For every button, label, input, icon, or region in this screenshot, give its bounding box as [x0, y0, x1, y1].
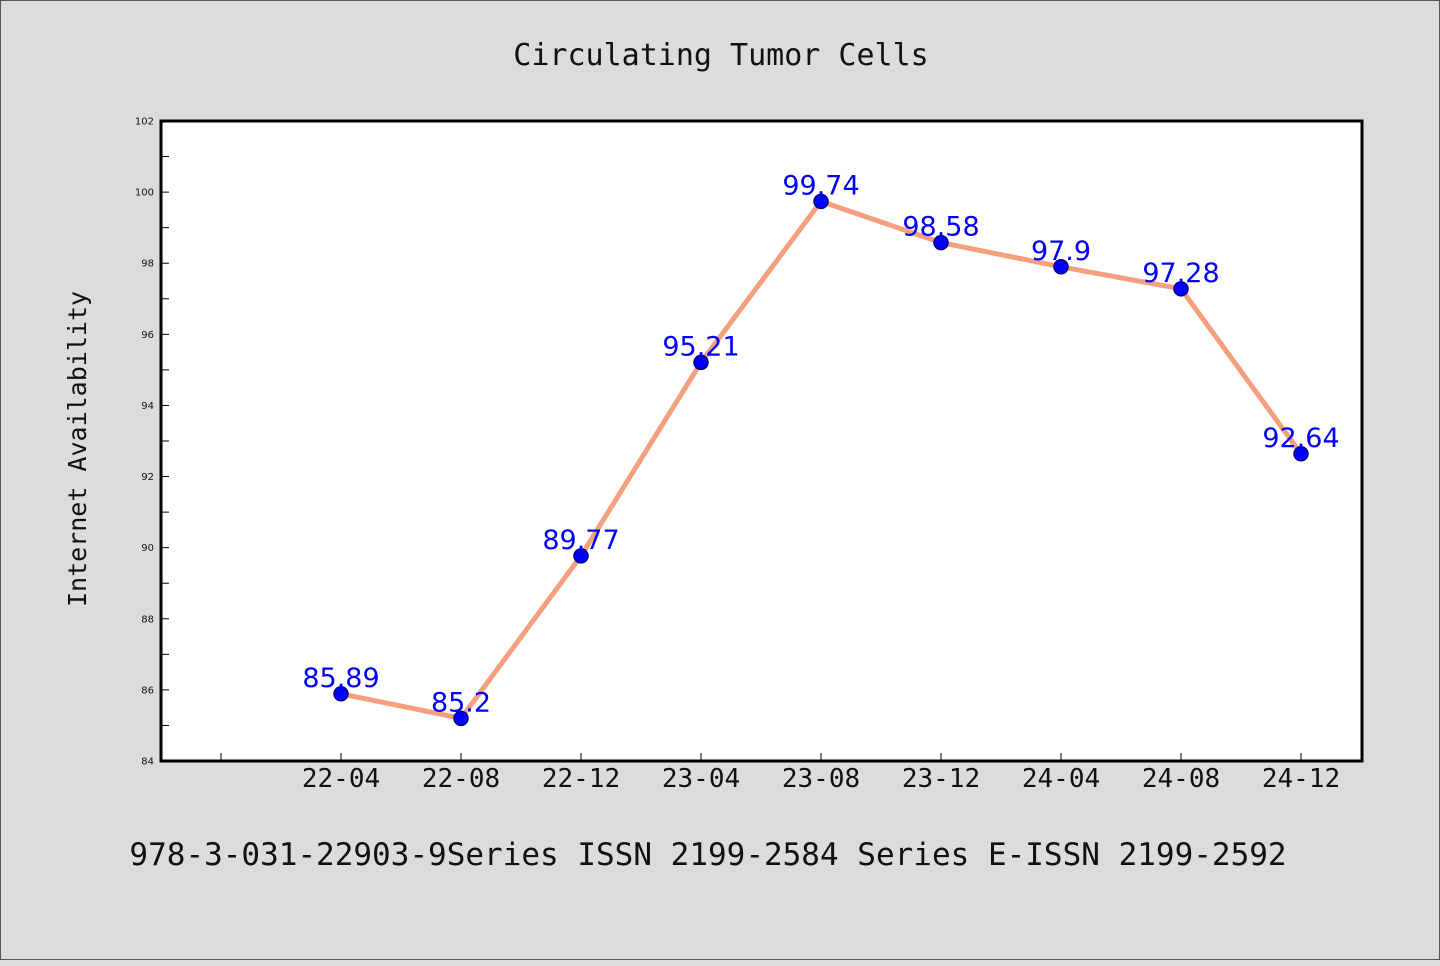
y-tick-label: 98 — [141, 259, 154, 270]
data-point — [813, 193, 829, 210]
y-axis-label: Internet Availability — [63, 291, 92, 607]
data-point — [933, 234, 949, 251]
data-label: 97.28 — [1142, 258, 1219, 289]
y-tick-label: 88 — [141, 614, 154, 625]
x-tick-label: 23-12 — [902, 764, 980, 794]
x-tick-label: 23-04 — [662, 764, 740, 794]
data-label: 98.58 — [902, 212, 979, 243]
data-point — [333, 686, 349, 702]
x-tick-label: 22-04 — [302, 764, 380, 794]
plot-area — [159, 119, 1364, 763]
data-label: 92.64 — [1262, 423, 1339, 454]
y-tick-label: 96 — [141, 330, 154, 341]
data-label: 85.2 — [431, 687, 491, 718]
data-label: 99.74 — [782, 170, 859, 201]
data-label: 89.77 — [542, 525, 619, 556]
data-point — [1173, 281, 1189, 297]
x-tick-label: 23-08 — [782, 764, 860, 794]
x-tick-label: 24-12 — [1262, 764, 1340, 794]
data-point — [453, 710, 469, 727]
y-tick-label: 92 — [141, 472, 154, 483]
y-tick-label: 84 — [141, 757, 154, 768]
data-label: 95.21 — [662, 331, 739, 362]
x-tick-label: 22-12 — [542, 764, 620, 794]
y-tick-label: 102 — [135, 117, 154, 128]
y-tick-label: 90 — [141, 543, 154, 554]
x-tick-label: 24-08 — [1142, 764, 1220, 794]
chart-title: Circulating Tumor Cells — [513, 38, 928, 73]
y-tick-label: 86 — [141, 685, 154, 696]
x-tick-label: 24-04 — [1022, 764, 1100, 794]
data-label: 97.9 — [1031, 236, 1091, 267]
y-tick-label: 100 — [135, 188, 154, 199]
x-tick-label: 22-08 — [422, 764, 500, 794]
footer-text: 978-3-031-22903-9Series ISSN 2199-2584 S… — [129, 837, 1286, 873]
data-point — [1293, 446, 1309, 462]
y-axis: 84 86 88 90 92 94 96 98 100 102 — [135, 117, 169, 768]
y-tick-label: 94 — [141, 401, 154, 412]
data-label: 85.89 — [302, 663, 379, 694]
data-point — [573, 548, 589, 564]
x-axis: 22-04 22-08 22-12 23-04 23-08 23-12 24-04 24-08… — [220, 753, 1340, 794]
series-layer: 85.89 85.2 89.77 95.21 99.74 98.58 97.9 97.28 92… — [302, 170, 1340, 727]
data-point — [1053, 259, 1069, 275]
data-point — [693, 354, 709, 371]
